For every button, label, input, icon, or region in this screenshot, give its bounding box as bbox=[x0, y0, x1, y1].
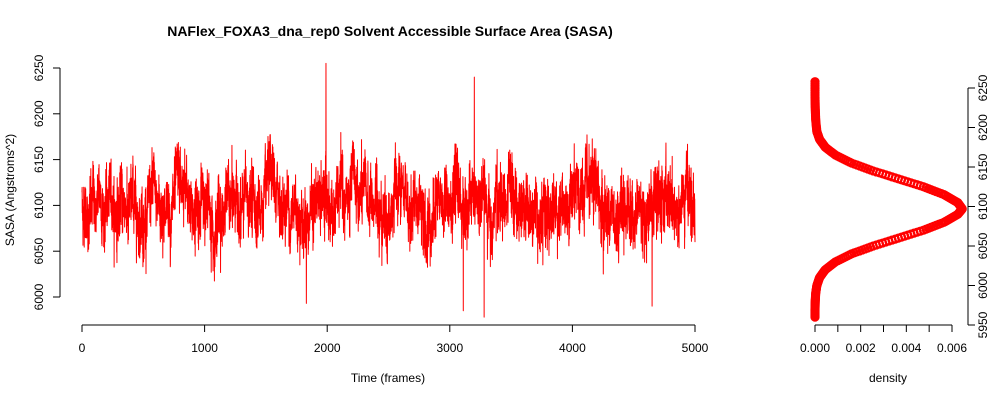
x-tick-label: 2000 bbox=[314, 341, 341, 355]
density-y-tick-label: 6050 bbox=[976, 232, 990, 259]
x-tick-label: 1000 bbox=[191, 341, 218, 355]
sasa-density-plot: 0.000 0.002 0.004 0.006 5950 6000 6050 6100 6150… bbox=[800, 74, 990, 355]
x-tick-label: 4000 bbox=[559, 341, 586, 355]
y-tick-label: 6000 bbox=[32, 283, 46, 310]
chart-title: NAFlex_FOXA3_dna_rep0 Solvent Accessible… bbox=[167, 23, 613, 39]
y-tick-label: 6200 bbox=[32, 100, 46, 127]
y-tick-label: 6250 bbox=[32, 54, 46, 81]
y-axis-label: SASA (Angstroms^2) bbox=[3, 134, 17, 246]
density-x-tick-label: 0.000 bbox=[800, 341, 830, 355]
density-y-tick-label: 6000 bbox=[976, 272, 990, 299]
density-point bbox=[810, 77, 820, 87]
x-tick-label: 5000 bbox=[682, 341, 709, 355]
y-tick-label: 6150 bbox=[32, 146, 46, 173]
y-tick-label: 6100 bbox=[32, 192, 46, 219]
density-y-tick-label: 6100 bbox=[976, 193, 990, 220]
density-y-tick-label: 6250 bbox=[976, 74, 990, 101]
x-axis-label: Time (frames) bbox=[351, 371, 425, 385]
density-y-tick-label: 6150 bbox=[976, 153, 990, 180]
x-tick-label: 0 bbox=[79, 341, 86, 355]
density-y-tick-label: 6200 bbox=[976, 114, 990, 141]
density-axis-label: density bbox=[869, 371, 907, 385]
density-x-tick-label: 0.002 bbox=[846, 341, 876, 355]
density-y-tick-label: 5950 bbox=[976, 311, 990, 338]
sasa-timeseries-plot: 0 1000 2000 3000 4000 5000 6000 6050 6100 6150 620… bbox=[32, 54, 709, 355]
y-tick-label: 6050 bbox=[32, 238, 46, 265]
density-x-tick-label: 0.006 bbox=[937, 341, 967, 355]
x-tick-label: 3000 bbox=[436, 341, 463, 355]
sasa-series-line bbox=[81, 62, 696, 318]
density-x-tick-label: 0.004 bbox=[891, 341, 921, 355]
